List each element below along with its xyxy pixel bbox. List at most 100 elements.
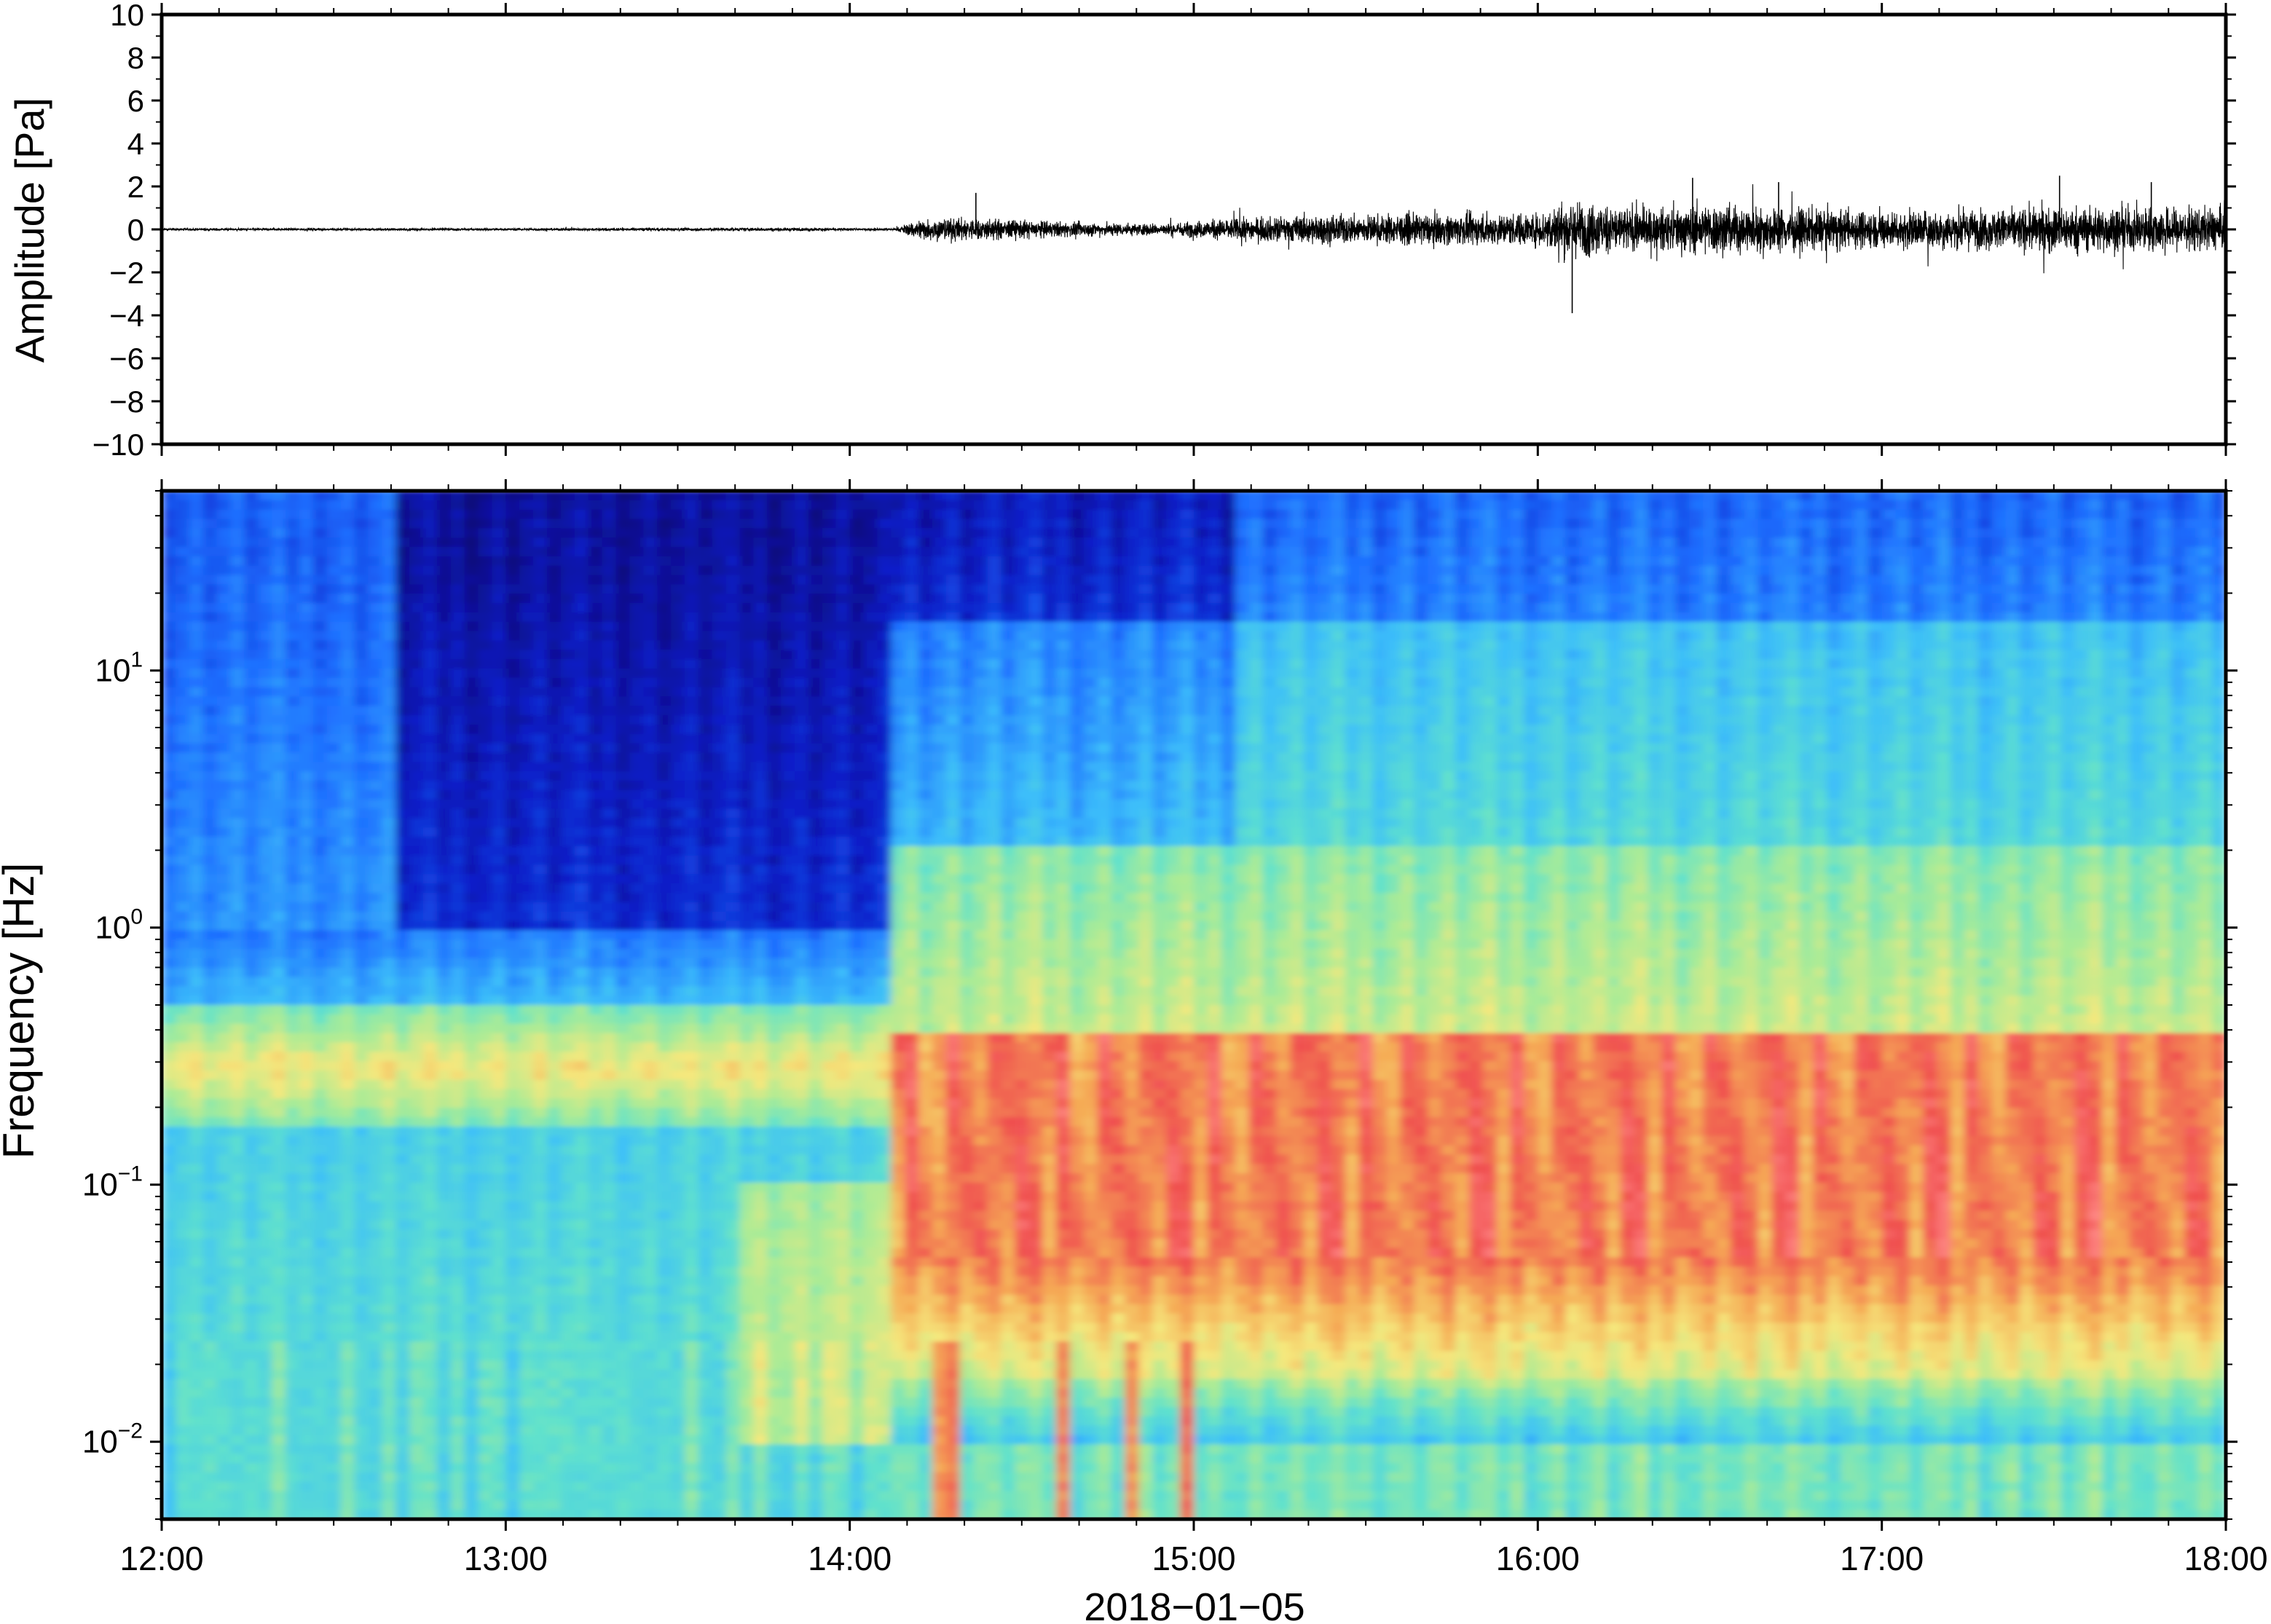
spectrogram-cell [657, 1135, 672, 1146]
spectrogram-cell [767, 565, 782, 576]
spectrogram-cell [615, 780, 631, 791]
spectrogram-cell [436, 1070, 452, 1081]
spectrogram-cell [505, 1210, 521, 1221]
spectrogram-cell [560, 827, 575, 837]
spectrogram-cell [643, 696, 658, 707]
spectrogram-cell [202, 827, 218, 837]
spectrogram-cell [202, 687, 218, 698]
spectrogram-cell [258, 883, 273, 894]
spectrogram-cell [423, 789, 438, 800]
spectrogram-cell [382, 519, 397, 529]
spectrogram-cell [478, 1220, 493, 1230]
spectrogram-cell [533, 1052, 548, 1062]
spectrogram-cell [409, 967, 424, 978]
spectrogram-cell [258, 1079, 273, 1090]
spectrogram-cell [574, 1444, 589, 1455]
spectrogram-cell [560, 631, 575, 642]
spectrogram-cell [230, 1061, 245, 1071]
spectrogram-cell [299, 556, 314, 567]
spectrogram-cell [684, 1360, 699, 1371]
spectrogram-cell [244, 1126, 259, 1137]
spectrogram-cell [162, 752, 176, 763]
spectrogram-cell [643, 996, 658, 1006]
spectrogram-cell [712, 1229, 727, 1239]
spectrogram-cell [423, 519, 438, 529]
spectrogram-cell [574, 949, 589, 959]
spectrogram-cell [588, 1238, 603, 1249]
spectrogram-cell [547, 1247, 562, 1258]
spectrogram-cell [272, 706, 286, 716]
spectrogram-cell [244, 537, 259, 548]
spectrogram-cell [230, 1510, 245, 1519]
spectrogram-cell [450, 1323, 465, 1333]
spectrogram-cell [533, 500, 548, 511]
spectrogram-cell [615, 1145, 631, 1156]
spectrogram-cell [615, 1304, 631, 1314]
spectrogram-cell [519, 500, 535, 511]
spectrogram-cell [244, 1135, 259, 1146]
spectrogram-cell [368, 1360, 383, 1371]
spectrogram-cell [739, 1369, 755, 1380]
spectrogram-cell [560, 1014, 575, 1025]
spectrogram-cell [698, 491, 713, 501]
spectrogram-cell [615, 1416, 631, 1427]
spectrogram-cell [753, 1360, 768, 1371]
spectrogram-cell [602, 594, 617, 604]
spectrogram-cell [354, 864, 369, 875]
spectrogram-cell [216, 1510, 232, 1519]
spectrogram-cell [505, 1042, 521, 1053]
spectrogram-cell [671, 612, 685, 623]
spectrogram-cell [230, 808, 245, 819]
spectrogram-cell [423, 687, 438, 698]
spectrogram-cell [244, 1407, 259, 1417]
spectrogram-cell [368, 1201, 383, 1212]
spectrogram-cell [739, 696, 755, 707]
spectrogram-cell [588, 1454, 603, 1464]
spectrogram-cell [684, 1472, 699, 1483]
spectrogram-cell [560, 733, 575, 744]
spectrogram-cell [230, 677, 245, 688]
spectrogram-cell [478, 1164, 493, 1174]
spectrogram-cell [382, 921, 397, 931]
spectrogram-cell [368, 771, 383, 781]
spectrogram-cell [244, 519, 259, 529]
spectrogram-cell [698, 1135, 713, 1146]
spectrogram-cell [464, 789, 479, 800]
spectrogram-cell [216, 1089, 232, 1100]
spectrogram-cell [354, 1350, 369, 1361]
spectrogram-cell [684, 1388, 699, 1399]
spectrogram-cell [753, 808, 768, 819]
spectrogram-cell [354, 911, 369, 922]
spectrogram-cell [547, 1089, 562, 1100]
spectrogram-cell [615, 696, 631, 707]
spectrogram-cell [299, 911, 314, 922]
spectrogram-cell [244, 1481, 259, 1492]
spectrogram-cell [478, 1070, 493, 1081]
spectrogram-cell [602, 1435, 617, 1446]
spectrogram-cell [162, 1510, 176, 1519]
spectrogram-cell [629, 855, 645, 866]
spectrogram-cell [629, 650, 645, 660]
spectrogram-cell [492, 743, 507, 754]
spectrogram-cell [464, 1369, 479, 1380]
spectrogram-cell [436, 733, 452, 744]
spectrogram-cell [230, 1313, 245, 1324]
spectrogram-cell [492, 1247, 507, 1258]
spectrogram-cell [574, 631, 589, 642]
spectrogram-cell [312, 864, 328, 875]
spectrogram-cell [326, 1238, 342, 1249]
spectrogram-cell [602, 1135, 617, 1146]
spectrogram-cell [382, 1164, 397, 1174]
spectrogram-cell [175, 893, 190, 903]
spectrogram-cell [354, 491, 369, 501]
spectrogram-cell [395, 1444, 411, 1455]
spectrogram-cell [643, 1257, 658, 1268]
spectrogram-cell [312, 799, 328, 810]
spectrogram-cell [753, 575, 768, 586]
spectrogram-cell [533, 771, 548, 781]
spectrogram-cell [629, 1247, 645, 1258]
spectrogram-cell [368, 1154, 383, 1165]
spectrogram-cell [519, 1023, 535, 1034]
spectrogram-cell [423, 612, 438, 623]
spectrogram-cell [409, 1229, 424, 1239]
